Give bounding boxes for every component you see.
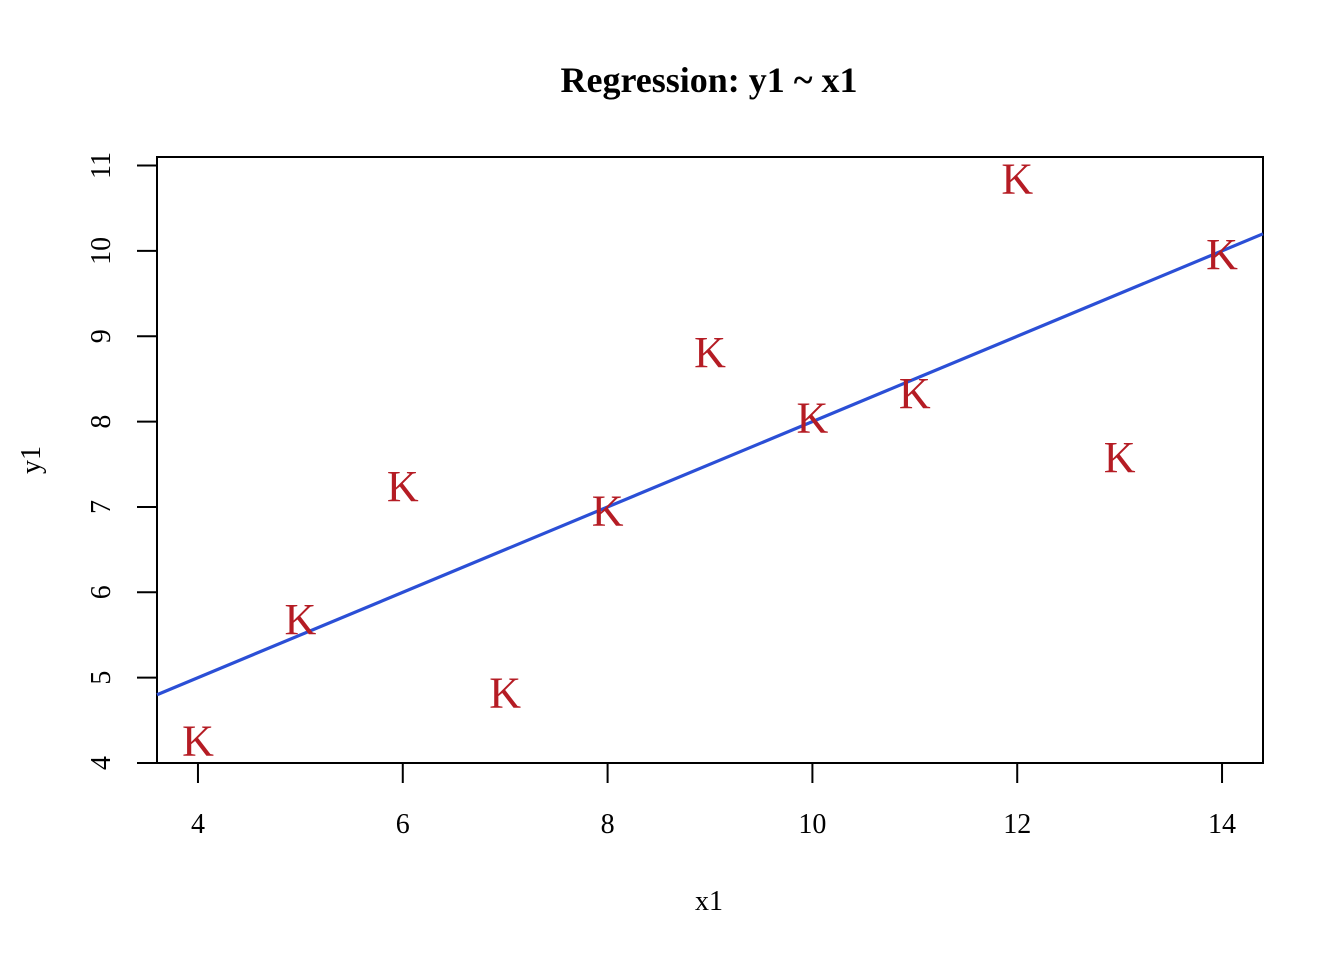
y-axis: 4 5 6 7 8 9 10 11	[86, 152, 158, 770]
y-tick-label: 7	[86, 500, 117, 514]
scatter-points: K K K K K K K K K K K	[182, 155, 1238, 766]
data-point: K	[284, 595, 316, 644]
data-point: K	[1104, 433, 1136, 482]
data-point: K	[387, 462, 419, 511]
y-tick-label: 10	[86, 237, 117, 265]
data-point: K	[592, 487, 624, 536]
x-tick-label: 10	[798, 809, 826, 840]
data-point: K	[1001, 155, 1033, 204]
y-tick-label: 11	[86, 152, 117, 179]
y-axis-label: y1	[16, 446, 47, 474]
data-point: K	[797, 394, 829, 443]
x-tick-label: 12	[1003, 809, 1031, 840]
data-point: K	[694, 328, 726, 377]
y-tick-label: 8	[86, 415, 117, 429]
x-axis-label: x1	[695, 886, 723, 917]
chart-title: Regression: y1 ~ x1	[560, 60, 857, 100]
x-tick-label: 6	[396, 809, 410, 840]
regression-line	[156, 232, 1264, 697]
x-tick-label: 8	[601, 809, 615, 840]
x-tick-label: 4	[191, 809, 205, 840]
data-point: K	[182, 716, 214, 765]
data-point: K	[1206, 230, 1238, 279]
data-point: K	[489, 669, 521, 718]
data-point: K	[899, 369, 931, 418]
y-tick-label: 6	[86, 585, 117, 599]
x-axis: 4 6 8 10 12 14	[191, 762, 1236, 840]
plot-area-frame	[156, 156, 1264, 764]
y-tick-label: 5	[86, 671, 117, 685]
y-tick-label: 4	[86, 756, 117, 770]
y-tick-label: 9	[86, 329, 117, 343]
x-tick-label: 14	[1208, 809, 1236, 840]
